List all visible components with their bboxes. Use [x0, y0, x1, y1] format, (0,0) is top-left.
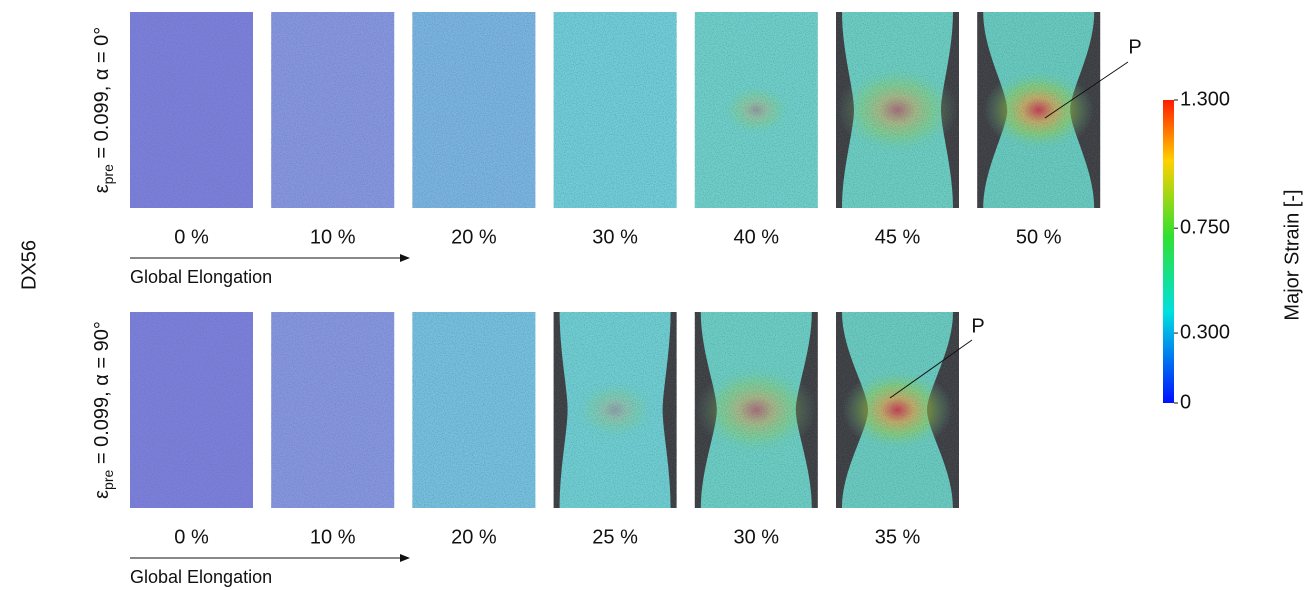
row-label: εpre = 0.099, α = 90°: [91, 321, 115, 499]
row-label-subscript: pre: [100, 164, 116, 184]
specimen-image: [836, 12, 959, 208]
row-label-symbol: ε: [91, 490, 113, 499]
specimen-image: [554, 12, 677, 208]
elongation-label: 50 %: [1016, 226, 1062, 248]
row-label-rest: = 0.099, α = 0°: [91, 27, 113, 164]
speckle: [271, 312, 394, 508]
arrow-label: Global Elongation: [130, 567, 272, 587]
panels: 0 % 10 % 20 % 30 % 40 % 45 % 50 % Global Elonga…: [91, 12, 1230, 587]
speckle: [836, 312, 959, 508]
specimen-image: [977, 12, 1100, 208]
row-label-subscript: pre: [100, 469, 116, 489]
marker-label: P: [971, 315, 984, 337]
speckle: [977, 12, 1100, 208]
speckle: [412, 312, 535, 508]
speckle: [271, 12, 394, 208]
specimen-image: [836, 312, 959, 508]
elongation-label: 35 %: [875, 526, 921, 548]
elongation-label: 0 %: [174, 526, 209, 548]
colorbar-tick-label: 0.300: [1180, 321, 1230, 343]
elongation-label: 10 %: [310, 226, 356, 248]
specimen-image: [130, 312, 253, 508]
speckle: [695, 312, 818, 508]
speckle: [695, 12, 818, 208]
elongation-label: 0 %: [174, 226, 209, 248]
specimen-image: [271, 312, 394, 508]
specimen-image: [271, 12, 394, 208]
elongation-label: 40 %: [734, 226, 780, 248]
speckle: [130, 312, 253, 508]
elongation-label: 25 %: [592, 526, 638, 548]
row-label-symbol: ε: [91, 184, 113, 193]
arrow-label: Global Elongation: [130, 267, 272, 287]
elongation-label: 45 %: [875, 226, 921, 248]
specimen-image: [695, 312, 818, 508]
elongation-label: 10 %: [310, 526, 356, 548]
colorbar-title: Major Strain [-]: [1281, 189, 1303, 320]
speckle: [130, 12, 253, 208]
elongation-label: 30 %: [592, 226, 638, 248]
specimen-image: [130, 12, 253, 208]
specimen-image: [412, 312, 535, 508]
colorbar-tick-label: 0.750: [1180, 216, 1230, 238]
colorbar-tick-label: 0: [1180, 391, 1191, 413]
speckle: [836, 12, 959, 208]
speckle: [412, 12, 535, 208]
colorbar-tick-label: 1.300: [1180, 88, 1230, 110]
elongation-label: 20 %: [451, 226, 497, 248]
material-label: DX56: [18, 240, 40, 290]
colorbar: [1163, 100, 1174, 403]
marker-label: P: [1128, 36, 1141, 58]
figure: DX56 Major Strain [-] 0 % 10 % 20 % 30 % 40 …: [0, 0, 1315, 590]
elongation-label: 30 %: [734, 526, 780, 548]
specimen-image: [695, 12, 818, 208]
row-label-rest: = 0.099, α = 90°: [91, 321, 113, 470]
arrow-head: [400, 254, 410, 262]
elongation-label: 20 %: [451, 526, 497, 548]
specimen-image: [412, 12, 535, 208]
specimen-image: [554, 312, 677, 508]
row-label: εpre = 0.099, α = 0°: [91, 27, 115, 194]
speckle: [554, 12, 677, 208]
speckle: [554, 312, 677, 508]
arrow-head: [400, 554, 410, 562]
